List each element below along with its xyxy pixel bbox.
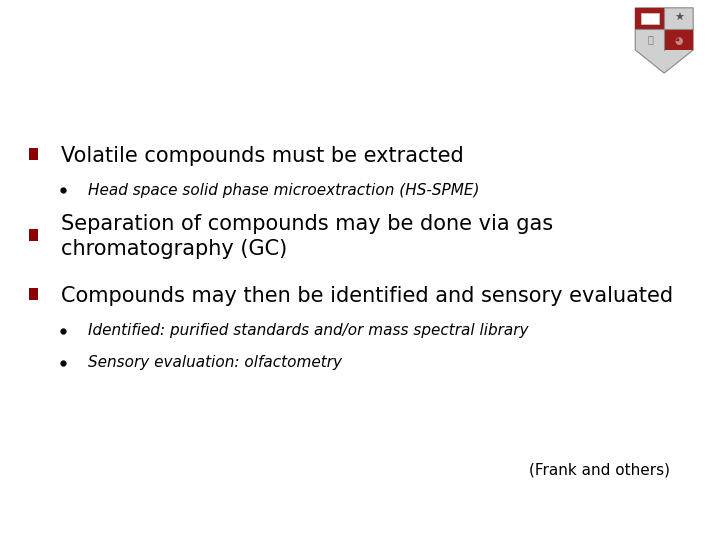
- Text: (Frank and others): (Frank and others): [528, 462, 670, 477]
- Bar: [29, 228, 38, 240]
- Bar: [29, 148, 38, 160]
- Text: ✦: ✦: [660, 0, 669, 2]
- Text: Separation of compounds may be done via gas
chromatography (GC): Separation of compounds may be done via …: [61, 213, 554, 259]
- Text: ★: ★: [674, 14, 684, 23]
- Text: Head space solid phase microextraction (HS-SPME): Head space solid phase microextraction (…: [88, 183, 480, 198]
- Bar: [29, 288, 38, 300]
- Text: Compounds may then be identified and sensory evaluated: Compounds may then be identified and sen…: [61, 286, 673, 306]
- Text: Sensory evaluation: olfactometry: Sensory evaluation: olfactometry: [88, 355, 342, 370]
- Text: 🗝: 🗝: [647, 35, 653, 44]
- Polygon shape: [665, 29, 693, 50]
- Polygon shape: [635, 8, 693, 73]
- Text: Identified: purified standards and/or mass spectral library: Identified: purified standards and/or ma…: [88, 323, 528, 338]
- Text: Volatile compounds must be extracted: Volatile compounds must be extracted: [61, 146, 464, 166]
- Polygon shape: [635, 8, 665, 29]
- Bar: [641, 13, 660, 24]
- Text: ◕: ◕: [675, 36, 683, 46]
- Text: FLAVOR COMPOUND ANALYSIS: FLAVOR COMPOUND ANALYSIS: [36, 26, 552, 57]
